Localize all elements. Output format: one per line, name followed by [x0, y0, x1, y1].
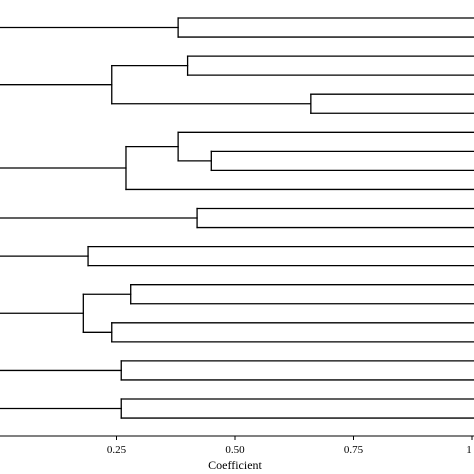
x-tick-label: 0.50	[225, 444, 245, 456]
dendrogram-branches	[0, 17, 474, 419]
x-axis-title: Coefficient	[208, 458, 262, 472]
x-axis-ticks: 0.25 0.50 0.75 1	[107, 436, 473, 456]
x-tick-label: 1	[466, 444, 472, 456]
x-tick-label: 0.75	[344, 444, 364, 456]
x-tick-label: 0.25	[107, 444, 127, 456]
